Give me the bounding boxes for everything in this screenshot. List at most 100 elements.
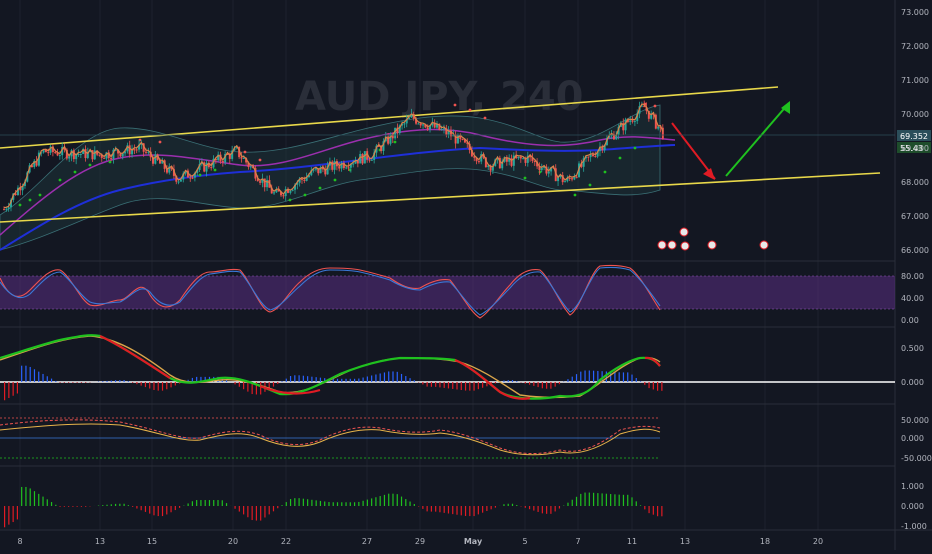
candle-body <box>594 156 596 157</box>
histogram-bar <box>648 506 649 513</box>
histogram-bar <box>145 506 146 512</box>
macd-bar <box>260 382 261 394</box>
histogram-bar <box>281 505 282 506</box>
macd-bar <box>55 381 56 382</box>
macd-bar <box>106 381 107 382</box>
histogram-bar <box>277 506 278 508</box>
x-axis-label: 7 <box>575 537 580 546</box>
macd-bar <box>363 378 364 382</box>
candle-body <box>569 178 571 179</box>
candle-body <box>8 207 10 208</box>
macd-bar <box>478 382 479 389</box>
x-axis-label: 5 <box>522 537 527 546</box>
histogram-bar <box>102 505 103 506</box>
candle-body <box>571 178 573 179</box>
histogram-bar <box>427 506 428 511</box>
candle-body <box>180 180 182 182</box>
histogram-bar <box>153 506 154 515</box>
candle-body <box>222 161 224 162</box>
histogram-bar <box>179 506 180 508</box>
macd-bar <box>38 372 39 382</box>
histogram-bar <box>469 506 470 516</box>
histogram-bar <box>640 505 641 506</box>
histogram-bar <box>81 506 82 507</box>
macd-bar <box>473 382 474 391</box>
candle-body <box>338 166 340 168</box>
macd-bar <box>128 381 129 382</box>
histogram-bar <box>55 505 56 506</box>
histogram-bar <box>217 500 218 506</box>
histogram-bar <box>465 506 466 516</box>
histogram-bar <box>444 506 445 513</box>
histogram-bar <box>452 506 453 514</box>
candle-body <box>243 158 245 159</box>
candle-body <box>371 160 373 161</box>
histogram-bar <box>119 504 120 506</box>
histogram-axis-tick: -1.000 <box>901 522 927 531</box>
histogram-bar <box>542 506 543 513</box>
histogram-bar <box>478 506 479 514</box>
histogram-bar <box>115 504 116 506</box>
candle-body <box>520 157 522 159</box>
macd-bar <box>162 382 163 391</box>
macd-bar <box>422 382 423 384</box>
histogram-bar <box>627 495 628 506</box>
candle-body <box>548 171 550 173</box>
histogram-bar <box>316 500 317 506</box>
candle-body <box>154 154 156 163</box>
macd-bar <box>648 382 649 388</box>
histogram-axis-tick: 1.000 <box>901 482 924 491</box>
macd-bar <box>320 378 321 382</box>
histogram-bar <box>495 506 496 508</box>
last-price-label: 69.352 <box>900 132 928 141</box>
histogram-bar <box>572 500 573 506</box>
price-axis-tick: 73.000 <box>901 8 929 17</box>
histogram-bar <box>619 495 620 506</box>
candle-body <box>629 120 631 122</box>
histogram-bar <box>550 506 551 514</box>
histogram-bar <box>59 506 60 507</box>
macd-bar <box>81 382 82 383</box>
macd-bar <box>380 373 381 382</box>
x-axis-label: 13 <box>680 537 690 546</box>
histogram-bar <box>38 494 39 506</box>
macd-bar <box>640 381 641 382</box>
macd-bar <box>572 377 573 382</box>
histogram-bar <box>243 506 244 514</box>
macd-bar <box>388 371 389 382</box>
macd-bar <box>559 382 560 384</box>
histogram-axis-tick: 0.000 <box>901 502 924 511</box>
macd-bar <box>234 382 235 384</box>
candle-body <box>122 153 124 156</box>
macd-bar <box>281 381 282 382</box>
histogram-bar <box>30 488 31 506</box>
candle-body <box>352 164 354 165</box>
histogram-bar <box>371 498 372 506</box>
histogram-bar <box>209 500 210 506</box>
price-axis-tick: 68.000 <box>901 178 929 187</box>
macd-bar <box>149 382 150 389</box>
histogram-bar <box>72 506 73 507</box>
candle-body <box>289 191 291 193</box>
histogram-bar <box>384 495 385 506</box>
histogram-bar <box>405 499 406 506</box>
candle-body <box>178 182 180 183</box>
histogram-bar <box>661 506 662 516</box>
histogram-bar <box>256 506 257 521</box>
candle-body <box>192 178 194 179</box>
macd-bar <box>358 379 359 382</box>
histogram-bar <box>247 506 248 517</box>
macd-bar <box>546 382 547 389</box>
histogram-bar <box>456 506 457 515</box>
histogram-bar <box>486 506 487 511</box>
price-axis-tick: 71.000 <box>901 76 929 85</box>
macd-bar <box>448 382 449 388</box>
histogram-bar <box>657 506 658 516</box>
histogram-bar <box>311 500 312 506</box>
macd-bar <box>567 379 568 382</box>
macd-bar <box>4 382 5 400</box>
histogram-bar <box>516 505 517 506</box>
macd-bar <box>435 382 436 387</box>
histogram-bar <box>42 497 43 506</box>
candle-body <box>417 124 419 125</box>
